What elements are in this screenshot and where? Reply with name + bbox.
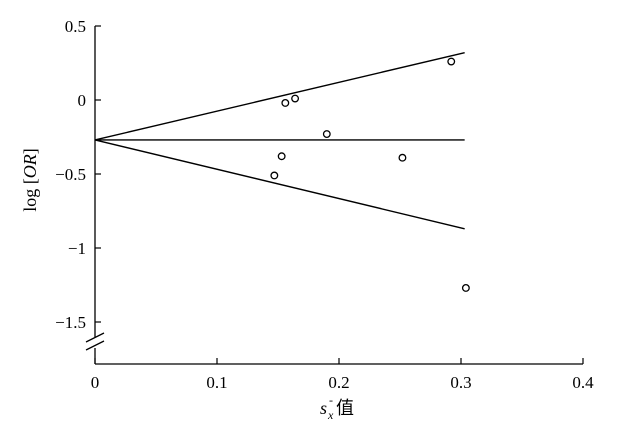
x-tick-label: 0.2 [328,373,349,392]
y-axis-label: log [OR] [20,148,40,212]
y-axis-label-suffix: ] [20,148,40,154]
tick-labels: 0 0.1 0.2 0.3 0.4 0.5 0 −0.5 −1 −1.5 [55,17,594,392]
y-axis-break-mark [85,332,105,343]
data-point [322,130,331,138]
data-points [270,57,470,292]
y-tick-label: 0 [78,91,87,110]
line-lower [94,139,465,230]
x-tick-label: 0 [91,373,100,392]
reference-lines [94,51,465,230]
axes [85,25,584,365]
data-point [447,57,456,66]
y-tick-label: −1 [68,239,86,258]
y-axis-break-mark [85,340,105,351]
x-tick-label: 0.4 [572,373,594,392]
x-axis-label-subscript: x [327,408,334,422]
data-point [281,99,290,107]
x-axis-label-bar: - [329,393,333,407]
data-point [277,152,286,161]
y-axis-label-prefix: log [ [20,178,40,212]
y-tick-label: 0.5 [65,17,86,36]
data-point [461,284,470,292]
line-upper [94,51,465,141]
data-point [398,153,407,162]
x-tick-label: 0.3 [450,373,471,392]
x-axis-label-symbol: s [320,398,327,418]
y-tick-label: −0.5 [55,165,86,184]
y-tick-label: −1.5 [55,313,86,332]
x-tick-label: 0.1 [206,373,227,392]
x-axis-label: s x - 值 [320,393,354,422]
x-axis-label-suffix: 值 [336,398,354,418]
y-axis-label-variable: OR [20,154,40,178]
data-point [270,171,279,180]
data-point [291,94,300,103]
